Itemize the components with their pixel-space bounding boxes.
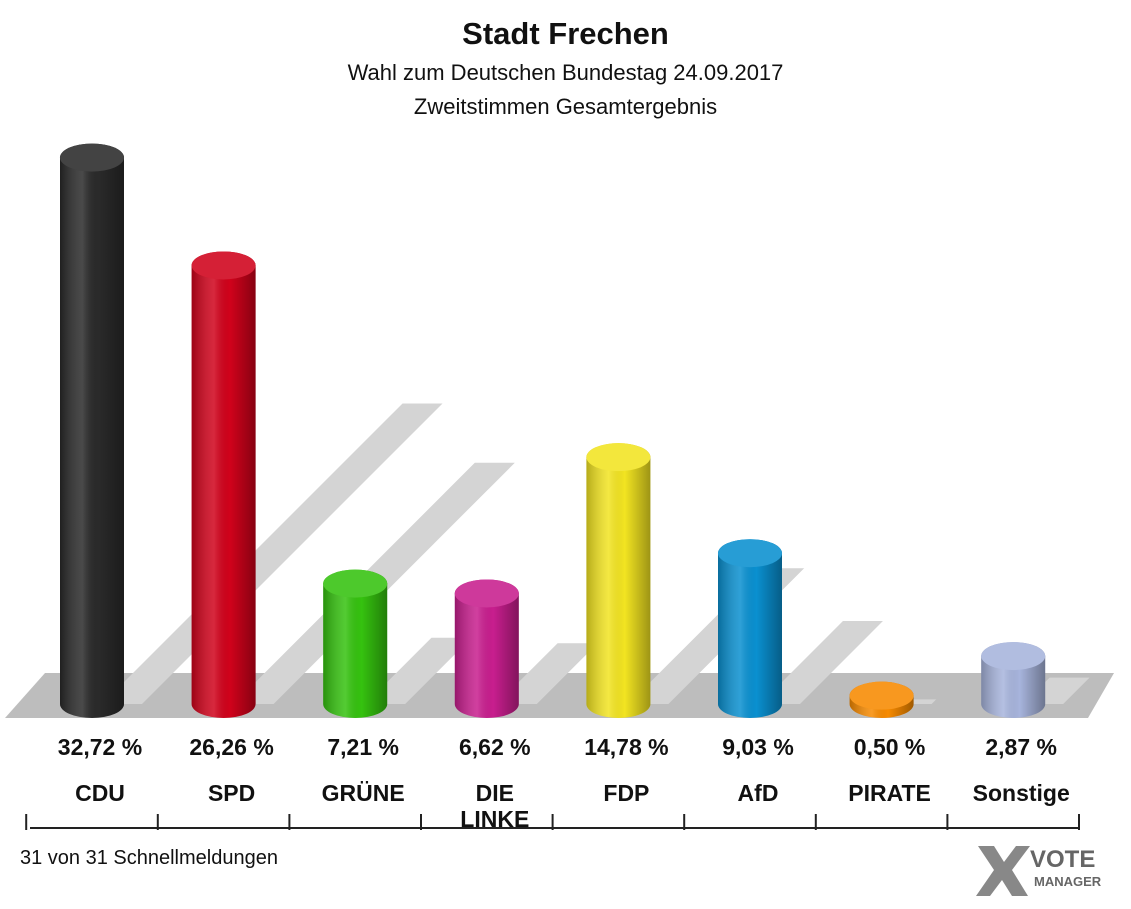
bar-cap-light [981, 642, 1046, 671]
bar-shadow [760, 621, 883, 704]
value-label: 0,50 % [853, 734, 926, 760]
bar-cap [191, 251, 256, 280]
bar-shade [586, 443, 651, 719]
x-tick-label: GRÜNE [321, 780, 405, 806]
x-tick-label: PIRATE [848, 780, 931, 806]
bar-cap-light [60, 143, 124, 172]
value-label: 14,78 % [584, 734, 669, 760]
chart-title: Stadt Frechen [462, 16, 669, 51]
logo-text: MANAGER [1034, 874, 1102, 889]
x-tick-label: DIE LINKE [460, 780, 530, 832]
bar-cap-light [586, 443, 651, 472]
footer: 31 von 31 Schnellmeldungen [20, 847, 278, 869]
bar-shade [191, 251, 256, 719]
x-tick-label: AfD [737, 780, 779, 806]
x-tick-label: FDP [603, 780, 650, 806]
value-label: 32,72 % [57, 734, 143, 760]
value-label: 2,87 % [985, 734, 1057, 760]
value-label: 6,62 % [458, 734, 531, 760]
value-label: 9,03 % [722, 734, 794, 760]
chart-subtitle: Wahl zum Deutschen Bundestag 24.09.2017 [347, 60, 784, 85]
bar-cap [718, 539, 782, 568]
bar-shade [60, 143, 124, 719]
chart-subtitle: Zweitstimmen Gesamtergebnis [413, 94, 718, 119]
bar-shadow [496, 643, 598, 704]
value-label: 7,21 % [327, 734, 399, 760]
bar-cap [586, 443, 651, 472]
x-tick-label: CDU [75, 780, 125, 806]
logo-mark [976, 846, 1030, 896]
x-tick-label: SPD [207, 780, 256, 806]
bar-cap [454, 579, 519, 608]
bar-shadow [102, 403, 443, 704]
bar-shade [454, 579, 519, 719]
bar-cap-light [454, 579, 519, 608]
x-tick-label: Sonstige [972, 780, 1070, 806]
bar-cap [323, 569, 388, 598]
bar-cap-light [718, 539, 782, 568]
value-label: 26,26 % [189, 734, 274, 760]
bar-cap-light [849, 681, 914, 710]
bar-cap-light [191, 251, 256, 280]
bar-shade [718, 539, 782, 718]
bar-shade [323, 569, 388, 719]
bar-cap [60, 143, 124, 172]
bar-cap [849, 681, 914, 710]
bar-cap-light [323, 569, 388, 598]
bar-shadow [365, 637, 472, 704]
bar-cap [981, 642, 1046, 671]
logo-text: VOTE [1030, 846, 1096, 873]
